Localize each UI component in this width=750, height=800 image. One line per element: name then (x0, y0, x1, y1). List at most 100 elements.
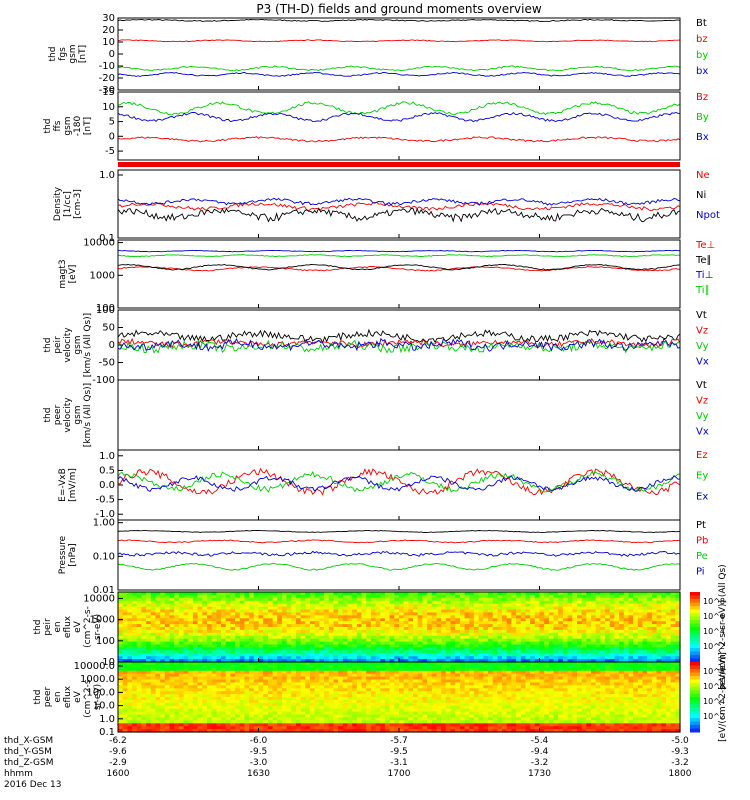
heatmap-cell (530, 635, 536, 640)
heatmap-cell (427, 708, 433, 713)
heatmap-cell (403, 644, 409, 648)
heatmap-cell (118, 592, 124, 596)
heatmap-cell (384, 600, 391, 605)
heatmap-cell (328, 615, 335, 619)
heatmap-cell (483, 638, 489, 643)
heatmap-cell (445, 662, 452, 666)
heatmap-cell (356, 699, 363, 704)
heatmap-cell (136, 632, 142, 637)
heatmap-cell (310, 729, 316, 733)
heatmap-cell (192, 650, 199, 654)
heatmap-cell (244, 694, 250, 698)
heatmap-cell (581, 629, 587, 634)
heatmap-cell (473, 592, 480, 596)
heatmap-cell (169, 627, 175, 631)
heatmap-cell (305, 699, 311, 704)
heatmap-cell (356, 685, 363, 689)
heatmap-cell (445, 717, 452, 721)
heatmap-cell (427, 699, 433, 704)
heatmap-cell (150, 664, 157, 669)
heatmap-cell (497, 615, 503, 619)
heatmap-cell (380, 597, 386, 602)
heatmap-cell (178, 597, 185, 602)
heatmap-cell (534, 632, 541, 637)
heatmap-cell (221, 592, 227, 596)
heatmap-cell (431, 705, 438, 710)
heatmap-cell (174, 594, 180, 599)
panel-frame (117, 379, 681, 451)
heatmap-cell (216, 705, 222, 710)
heatmap-cell (455, 676, 461, 681)
heatmap-cell (235, 635, 241, 640)
heatmap-cell (169, 699, 175, 704)
heatmap-cell (263, 688, 269, 692)
heatmap-cell (310, 644, 316, 648)
heatmap-cell (380, 673, 386, 678)
heatmap-cell (525, 653, 531, 657)
colorbar-step (690, 655, 700, 659)
heatmap-cell (178, 641, 185, 646)
heatmap-cell (178, 682, 185, 686)
heatmap-cell (300, 667, 306, 672)
heatmap-cell (408, 615, 414, 619)
heatmap-cell (319, 694, 325, 698)
heatmap-cell (319, 638, 325, 643)
heatmap-cell (666, 615, 672, 619)
heatmap-cell (370, 615, 377, 619)
heatmap-cell (413, 670, 419, 675)
heatmap-cell (534, 638, 541, 643)
heatmap-cell (394, 615, 400, 619)
heatmap-cell (623, 638, 630, 643)
heatmap-cell (239, 656, 246, 660)
heatmap-cell (127, 720, 133, 724)
heatmap-cell (436, 597, 442, 602)
heatmap-cell (253, 618, 260, 622)
heatmap-cell (478, 592, 484, 596)
heatmap-cell (333, 662, 339, 666)
heatmap-cell (192, 647, 199, 651)
heatmap-cell (333, 635, 339, 640)
heatmap-cell (356, 682, 363, 686)
heatmap-cell (656, 656, 662, 660)
heatmap-cell (380, 624, 386, 628)
y-axis-label: [nPa] (68, 543, 78, 566)
heatmap-cell (230, 597, 236, 602)
heatmap-cell (244, 723, 250, 727)
heatmap-cell (150, 624, 157, 628)
heatmap-cell (422, 679, 428, 683)
heatmap-cell (174, 638, 180, 643)
heatmap-cell (436, 667, 442, 672)
heatmap-cell (169, 673, 175, 678)
heatmap-cell (464, 691, 470, 695)
heatmap-cell (291, 621, 297, 625)
heatmap-cell (277, 597, 283, 602)
heatmap-cell (146, 699, 152, 704)
heatmap-cell (221, 726, 227, 730)
heatmap-cell (488, 629, 494, 634)
heatmap-cell (623, 618, 630, 622)
heatmap-cell (207, 653, 213, 657)
heatmap-cell (221, 697, 227, 701)
heatmap-cell (502, 609, 508, 613)
heatmap-cell (567, 641, 573, 646)
heatmap-cell (478, 644, 484, 648)
heatmap-cell (253, 711, 260, 716)
heatmap-cell (572, 627, 578, 631)
heatmap-cell (399, 720, 405, 724)
heatmap-cell (605, 638, 611, 643)
heatmap-cell (291, 627, 297, 631)
heatmap-cell (600, 606, 606, 611)
heatmap-cell (277, 720, 283, 724)
heatmap-cell (567, 606, 573, 611)
heatmap-cell (436, 711, 442, 716)
heatmap-cell (605, 627, 611, 631)
heatmap-cell (366, 632, 372, 637)
heatmap-cell (244, 592, 250, 596)
heatmap-cell (267, 621, 274, 625)
heatmap-cell (530, 603, 536, 608)
heatmap-cell (656, 653, 662, 657)
heatmap-cell (450, 699, 456, 704)
heatmap-cell (361, 659, 367, 663)
heatmap-cell (394, 673, 400, 678)
heatmap-cell (230, 638, 236, 643)
